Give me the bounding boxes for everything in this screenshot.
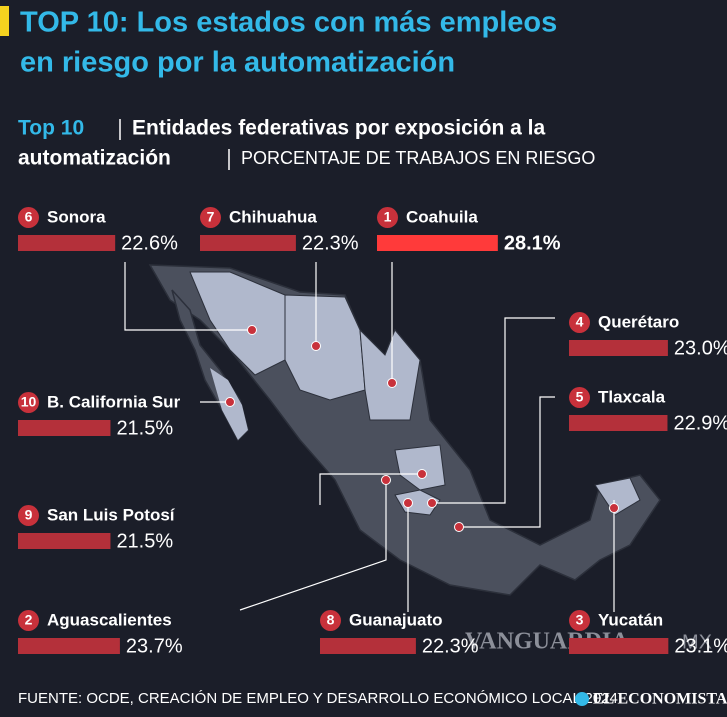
rank-badge (18, 207, 39, 228)
rank-badge (18, 610, 39, 631)
value-label: 22.6% (121, 232, 178, 254)
value-label: 21.5% (116, 417, 173, 439)
state-area (594, 477, 641, 516)
map (148, 264, 661, 596)
source: FUENTE: OCDE, CREACIÓN DE EMPLEO Y DESAR… (18, 690, 618, 707)
brand-logo (575, 692, 589, 706)
leader-line (432, 317, 555, 504)
state-name: Aguascalientes (47, 610, 172, 629)
value-label: 22.3% (422, 635, 479, 657)
rank: 9 (25, 507, 33, 523)
bar (569, 415, 668, 431)
state-dot (311, 341, 321, 351)
state-name: Querétaro (598, 312, 679, 331)
rank: 8 (327, 612, 335, 628)
bar (18, 420, 111, 436)
rank: 10 (21, 394, 37, 410)
rank: 2 (25, 612, 33, 628)
state-name: Chihuahua (229, 207, 317, 226)
title: en riesgo por la automatización (20, 47, 455, 79)
state-dot (609, 503, 619, 513)
brand: EL ECONOMISTA (593, 691, 727, 708)
subtitle-unit: PORCENTAJE DE TRABAJOS EN RIESGO (241, 148, 595, 168)
state-dot (403, 498, 413, 508)
state-name: B. California Sur (47, 392, 181, 411)
rank-badge (18, 505, 39, 526)
value-label: 28.1% (504, 232, 561, 254)
leader-line (239, 480, 387, 611)
state-name: San Luis Potosí (47, 505, 176, 524)
state-dot (225, 397, 235, 407)
state-area (394, 444, 446, 491)
subtitle: automatización (18, 147, 171, 170)
bar (320, 638, 416, 654)
value-label: 22.3% (302, 232, 359, 254)
title: TOP 10: Los estados con más empleos (20, 7, 557, 39)
bar (18, 235, 116, 251)
value-label: 23.1% (674, 635, 727, 657)
state-dot (427, 498, 437, 508)
state-area (189, 271, 286, 376)
bar (377, 235, 498, 251)
bar (569, 638, 669, 654)
leader-line (319, 473, 422, 505)
leader-line (124, 262, 252, 331)
rank-badge (320, 610, 341, 631)
rank: 6 (25, 209, 33, 225)
state-dot (417, 469, 427, 479)
value-label: 23.7% (126, 635, 183, 657)
bar (200, 235, 296, 251)
subtitle-lead: Top 10 (18, 117, 84, 140)
rank: 7 (207, 209, 215, 225)
state-area (284, 294, 366, 401)
state-area (359, 328, 421, 421)
state-name: Yucatán (598, 610, 663, 629)
rank: 4 (576, 314, 584, 330)
rank: 1 (384, 209, 392, 225)
state-dot (381, 475, 391, 485)
state-dot (247, 325, 257, 335)
bar (18, 638, 120, 654)
accent-bar (0, 6, 9, 36)
state-area (394, 489, 441, 516)
leader-lines (124, 262, 615, 612)
rank-badge (569, 610, 590, 631)
rank-badge (569, 312, 590, 333)
state-name: Tlaxcala (598, 387, 666, 406)
rank-badge (377, 207, 398, 228)
watermark-suffix: MX (682, 631, 712, 653)
state-name: Sonora (47, 207, 106, 226)
subtitle: Entidades federativas por exposición a l… (132, 117, 545, 140)
state-dot (387, 378, 397, 388)
state-dot (454, 522, 464, 532)
value-label: 23.0% (674, 337, 727, 359)
rank-badge (200, 207, 221, 228)
state-name: Coahuila (406, 207, 478, 226)
rank-badge (569, 387, 590, 408)
rank: 5 (576, 389, 584, 405)
state-name: Guanajuato (349, 610, 443, 629)
leader-line (459, 396, 555, 528)
bar (569, 340, 668, 356)
rank: 3 (576, 612, 584, 628)
value-label: 21.5% (116, 530, 173, 552)
bar (18, 533, 111, 549)
value-label: 22.9% (673, 412, 727, 434)
rank-badge (18, 392, 39, 413)
